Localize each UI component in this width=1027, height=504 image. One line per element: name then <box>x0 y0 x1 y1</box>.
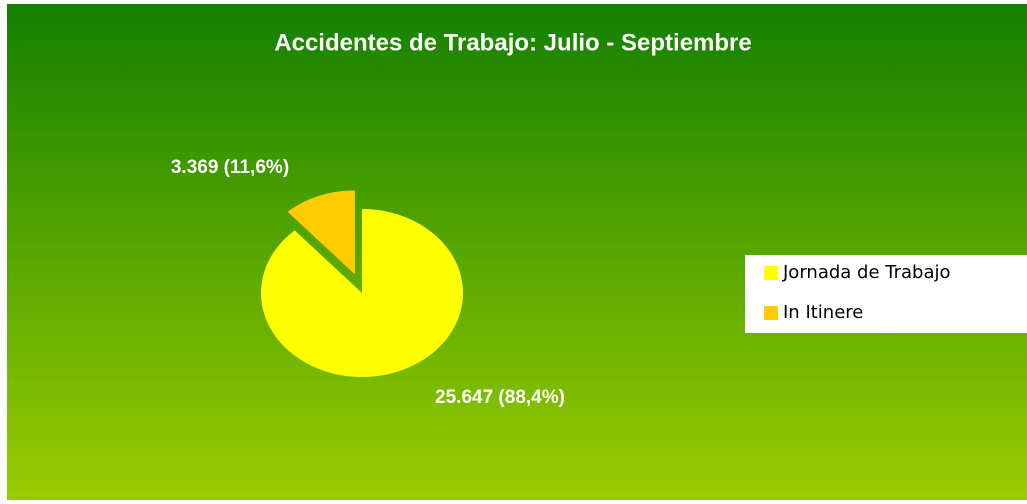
legend-label: Jornada de Trabajo <box>782 262 951 283</box>
legend <box>745 255 1027 333</box>
legend-swatch <box>764 306 778 320</box>
chart-title: Accidentes de Trabajo: Julio - Septiembr… <box>274 29 751 56</box>
pie-slice <box>260 209 463 378</box>
pie-slice <box>287 190 355 275</box>
data-label: 3.369 (11,6%) <box>171 157 289 178</box>
data-label: 25.647 (88,4%) <box>435 387 565 408</box>
legend-label: In Itinere <box>783 302 863 323</box>
chart-background <box>7 4 1027 500</box>
legend-swatch <box>764 266 778 280</box>
